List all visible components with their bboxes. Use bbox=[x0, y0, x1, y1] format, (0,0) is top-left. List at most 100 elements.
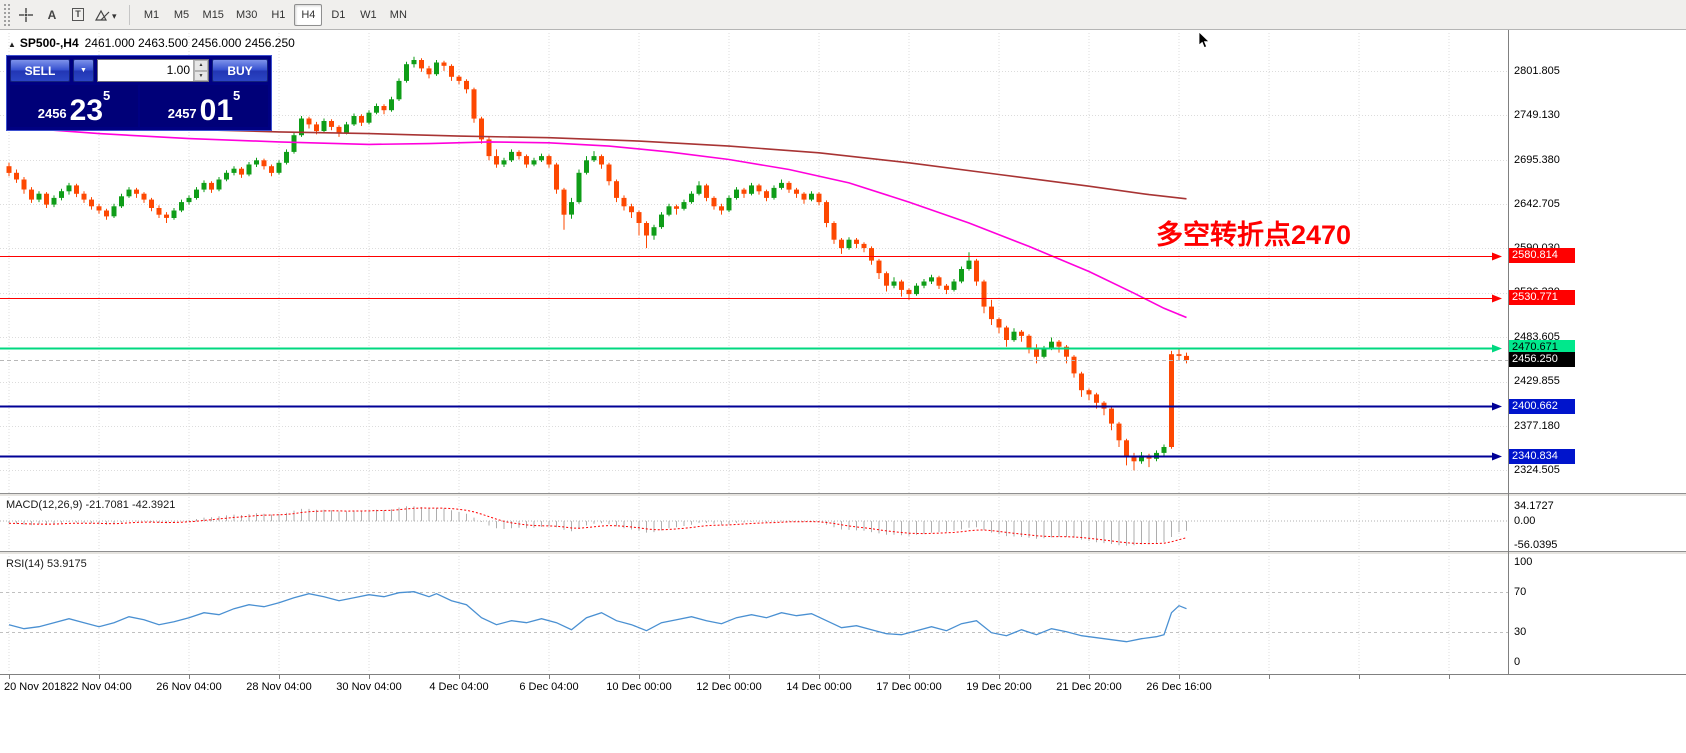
price-tick-label: 2483.605 bbox=[1514, 330, 1560, 343]
crosshair-icon bbox=[19, 7, 33, 22]
time-tick bbox=[279, 675, 280, 679]
timeframe-button-mn[interactable]: MN bbox=[384, 4, 412, 26]
ask-prefix: 2457 bbox=[167, 106, 197, 121]
price-tick-label: 2749.130 bbox=[1514, 108, 1560, 121]
rsi-tick-label: 0 bbox=[1514, 656, 1521, 669]
timeframe-toolbar: M1 M5 M15 M30 H1 H4 D1 W1 MN bbox=[138, 3, 413, 26]
ask-pip-fraction: 5 bbox=[233, 88, 241, 103]
symbol-period-label: SP500-,H4 bbox=[19, 36, 79, 50]
time-axis-label: 26 Dec 16:00 bbox=[1146, 681, 1212, 693]
rsi-label: RSI(14) 53.9175 bbox=[6, 558, 87, 570]
price-line-badge: 2340.834 bbox=[1509, 448, 1575, 464]
price-tick-label: 2801.805 bbox=[1514, 64, 1560, 77]
time-axis[interactable]: 20 Nov 2018 22 Nov 04:00 26 Nov 04:00 28 No… bbox=[0, 674, 1686, 700]
macd-axis[interactable]: 34.1727 0.00 -56.0395 bbox=[1509, 497, 1685, 552]
timeframe-button-m1[interactable]: M1 bbox=[138, 4, 166, 26]
volume-input[interactable]: 1.00 bbox=[96, 59, 209, 82]
ask-price[interactable]: 2457 01 5 bbox=[140, 85, 268, 127]
horizontal-line-2530.771[interactable] bbox=[0, 294, 1502, 303]
horizontal-line-2400.662[interactable] bbox=[0, 402, 1502, 411]
horizontal-line-2340.834[interactable] bbox=[0, 452, 1502, 461]
price-axis[interactable]: 2801.8052749.1302695.3802642.7052590.030… bbox=[1509, 33, 1685, 493]
timeframe-button-m30[interactable]: M30 bbox=[231, 4, 262, 26]
time-axis-label: 26 Nov 04:00 bbox=[156, 681, 222, 693]
price-tick-label: 2324.505 bbox=[1514, 463, 1560, 476]
time-axis-label: 17 Dec 00:00 bbox=[876, 681, 942, 693]
timeframe-button-m5[interactable]: M5 bbox=[168, 4, 196, 26]
price-line-badge: 2470.671 bbox=[1509, 340, 1575, 356]
collapse-quotes-icon[interactable] bbox=[8, 36, 16, 50]
panel-splitter[interactable] bbox=[0, 551, 1686, 554]
macd-label: MACD(12,26,9) -21.7081 -42.3921 bbox=[6, 499, 176, 511]
current-price-badge: 2456.250 bbox=[1509, 352, 1575, 368]
text-box-icon: T bbox=[72, 8, 84, 21]
timeframe-button-d1[interactable]: D1 bbox=[324, 4, 352, 26]
time-tick bbox=[549, 675, 550, 679]
timeframe-button-h1[interactable]: H1 bbox=[264, 4, 292, 26]
ma-slow-line[interactable] bbox=[8, 123, 1187, 200]
time-tick bbox=[189, 675, 190, 679]
rsi-indicator-panel[interactable] bbox=[0, 556, 1508, 673]
sell-button[interactable]: SELL bbox=[10, 59, 70, 82]
time-tick bbox=[1179, 675, 1180, 679]
price-line-badge: 2530.771 bbox=[1509, 290, 1575, 306]
time-tick bbox=[459, 675, 460, 679]
chart-annotation-text[interactable]: 多空转折点2470 bbox=[1156, 220, 1352, 250]
macd-tick-label: -56.0395 bbox=[1514, 539, 1558, 552]
toolbar-grip[interactable] bbox=[3, 2, 10, 27]
ma-fast-line[interactable] bbox=[8, 126, 1187, 319]
price-line-badge: 2400.662 bbox=[1509, 398, 1575, 414]
crosshair-tool-button[interactable] bbox=[13, 3, 39, 27]
time-tick bbox=[99, 675, 100, 679]
toolbar-separator bbox=[128, 4, 130, 25]
rsi-axis[interactable]: 100 70 30 0 bbox=[1509, 556, 1685, 673]
chart-symbol-header: SP500-,H4 2461.000 2463.500 2456.000 2456… bbox=[8, 36, 295, 50]
timeframe-button-w1[interactable]: W1 bbox=[354, 4, 382, 26]
time-tick bbox=[1359, 675, 1360, 679]
main-price-chart[interactable] bbox=[0, 33, 1508, 493]
shapes-tool-dropdown-button[interactable] bbox=[91, 3, 121, 27]
volume-dropdown-button[interactable] bbox=[73, 59, 94, 82]
time-axis-label: 22 Nov 04:00 bbox=[66, 681, 132, 693]
bid-price[interactable]: 2456 23 5 bbox=[10, 85, 138, 127]
time-tick bbox=[9, 675, 10, 679]
macd-tick-label: 34.1727 bbox=[1514, 499, 1554, 512]
grid-lines bbox=[0, 33, 1508, 493]
time-tick bbox=[999, 675, 1000, 679]
time-tick bbox=[1449, 675, 1450, 679]
ask-big-digits: 01 bbox=[199, 93, 234, 127]
volume-increase-button[interactable] bbox=[194, 60, 208, 71]
caret-down-icon bbox=[110, 7, 117, 22]
buy-button[interactable]: BUY bbox=[212, 59, 268, 82]
time-axis-label: 28 Nov 04:00 bbox=[246, 681, 312, 693]
volume-value[interactable]: 1.00 bbox=[166, 63, 190, 77]
volume-spinner bbox=[193, 60, 208, 81]
time-tick bbox=[909, 675, 910, 679]
chart-area[interactable]: SP500-,H4 2461.000 2463.500 2456.000 2456… bbox=[0, 30, 1686, 753]
timeframe-button-h4[interactable]: H4 bbox=[294, 3, 323, 26]
rsi-tick-label: 70 bbox=[1514, 586, 1527, 599]
price-tick-label: 2377.180 bbox=[1514, 419, 1560, 432]
time-axis-label: 19 Dec 20:00 bbox=[966, 681, 1032, 693]
horizontal-line-2470.671[interactable] bbox=[0, 344, 1502, 353]
mouse-cursor-icon bbox=[1198, 32, 1210, 49]
macd-indicator-panel[interactable] bbox=[0, 497, 1508, 551]
time-axis-label: 14 Dec 00:00 bbox=[786, 681, 852, 693]
horizontal-line-2580.814[interactable] bbox=[0, 252, 1502, 261]
time-axis-label: 12 Dec 00:00 bbox=[696, 681, 762, 693]
time-axis-label: 6 Dec 04:00 bbox=[519, 681, 579, 693]
text-label-tool-button[interactable]: A bbox=[39, 3, 65, 27]
volume-decrease-button[interactable] bbox=[194, 70, 208, 81]
price-tick-label: 2695.380 bbox=[1514, 153, 1560, 166]
timeframe-button-m15[interactable]: M15 bbox=[198, 4, 229, 26]
rsi-tick-label: 100 bbox=[1514, 556, 1533, 569]
panel-splitter[interactable] bbox=[0, 493, 1686, 496]
shapes-icon bbox=[95, 9, 110, 21]
text-box-tool-button[interactable]: T bbox=[65, 3, 91, 27]
candles bbox=[6, 56, 1189, 471]
bid-prefix: 2456 bbox=[37, 106, 67, 121]
ohlc-quotes-label: 2461.000 2463.500 2456.000 2456.250 bbox=[84, 36, 295, 50]
time-tick bbox=[639, 675, 640, 679]
bid-pip-fraction: 5 bbox=[103, 88, 111, 103]
time-axis-label: 4 Dec 04:00 bbox=[429, 681, 489, 693]
